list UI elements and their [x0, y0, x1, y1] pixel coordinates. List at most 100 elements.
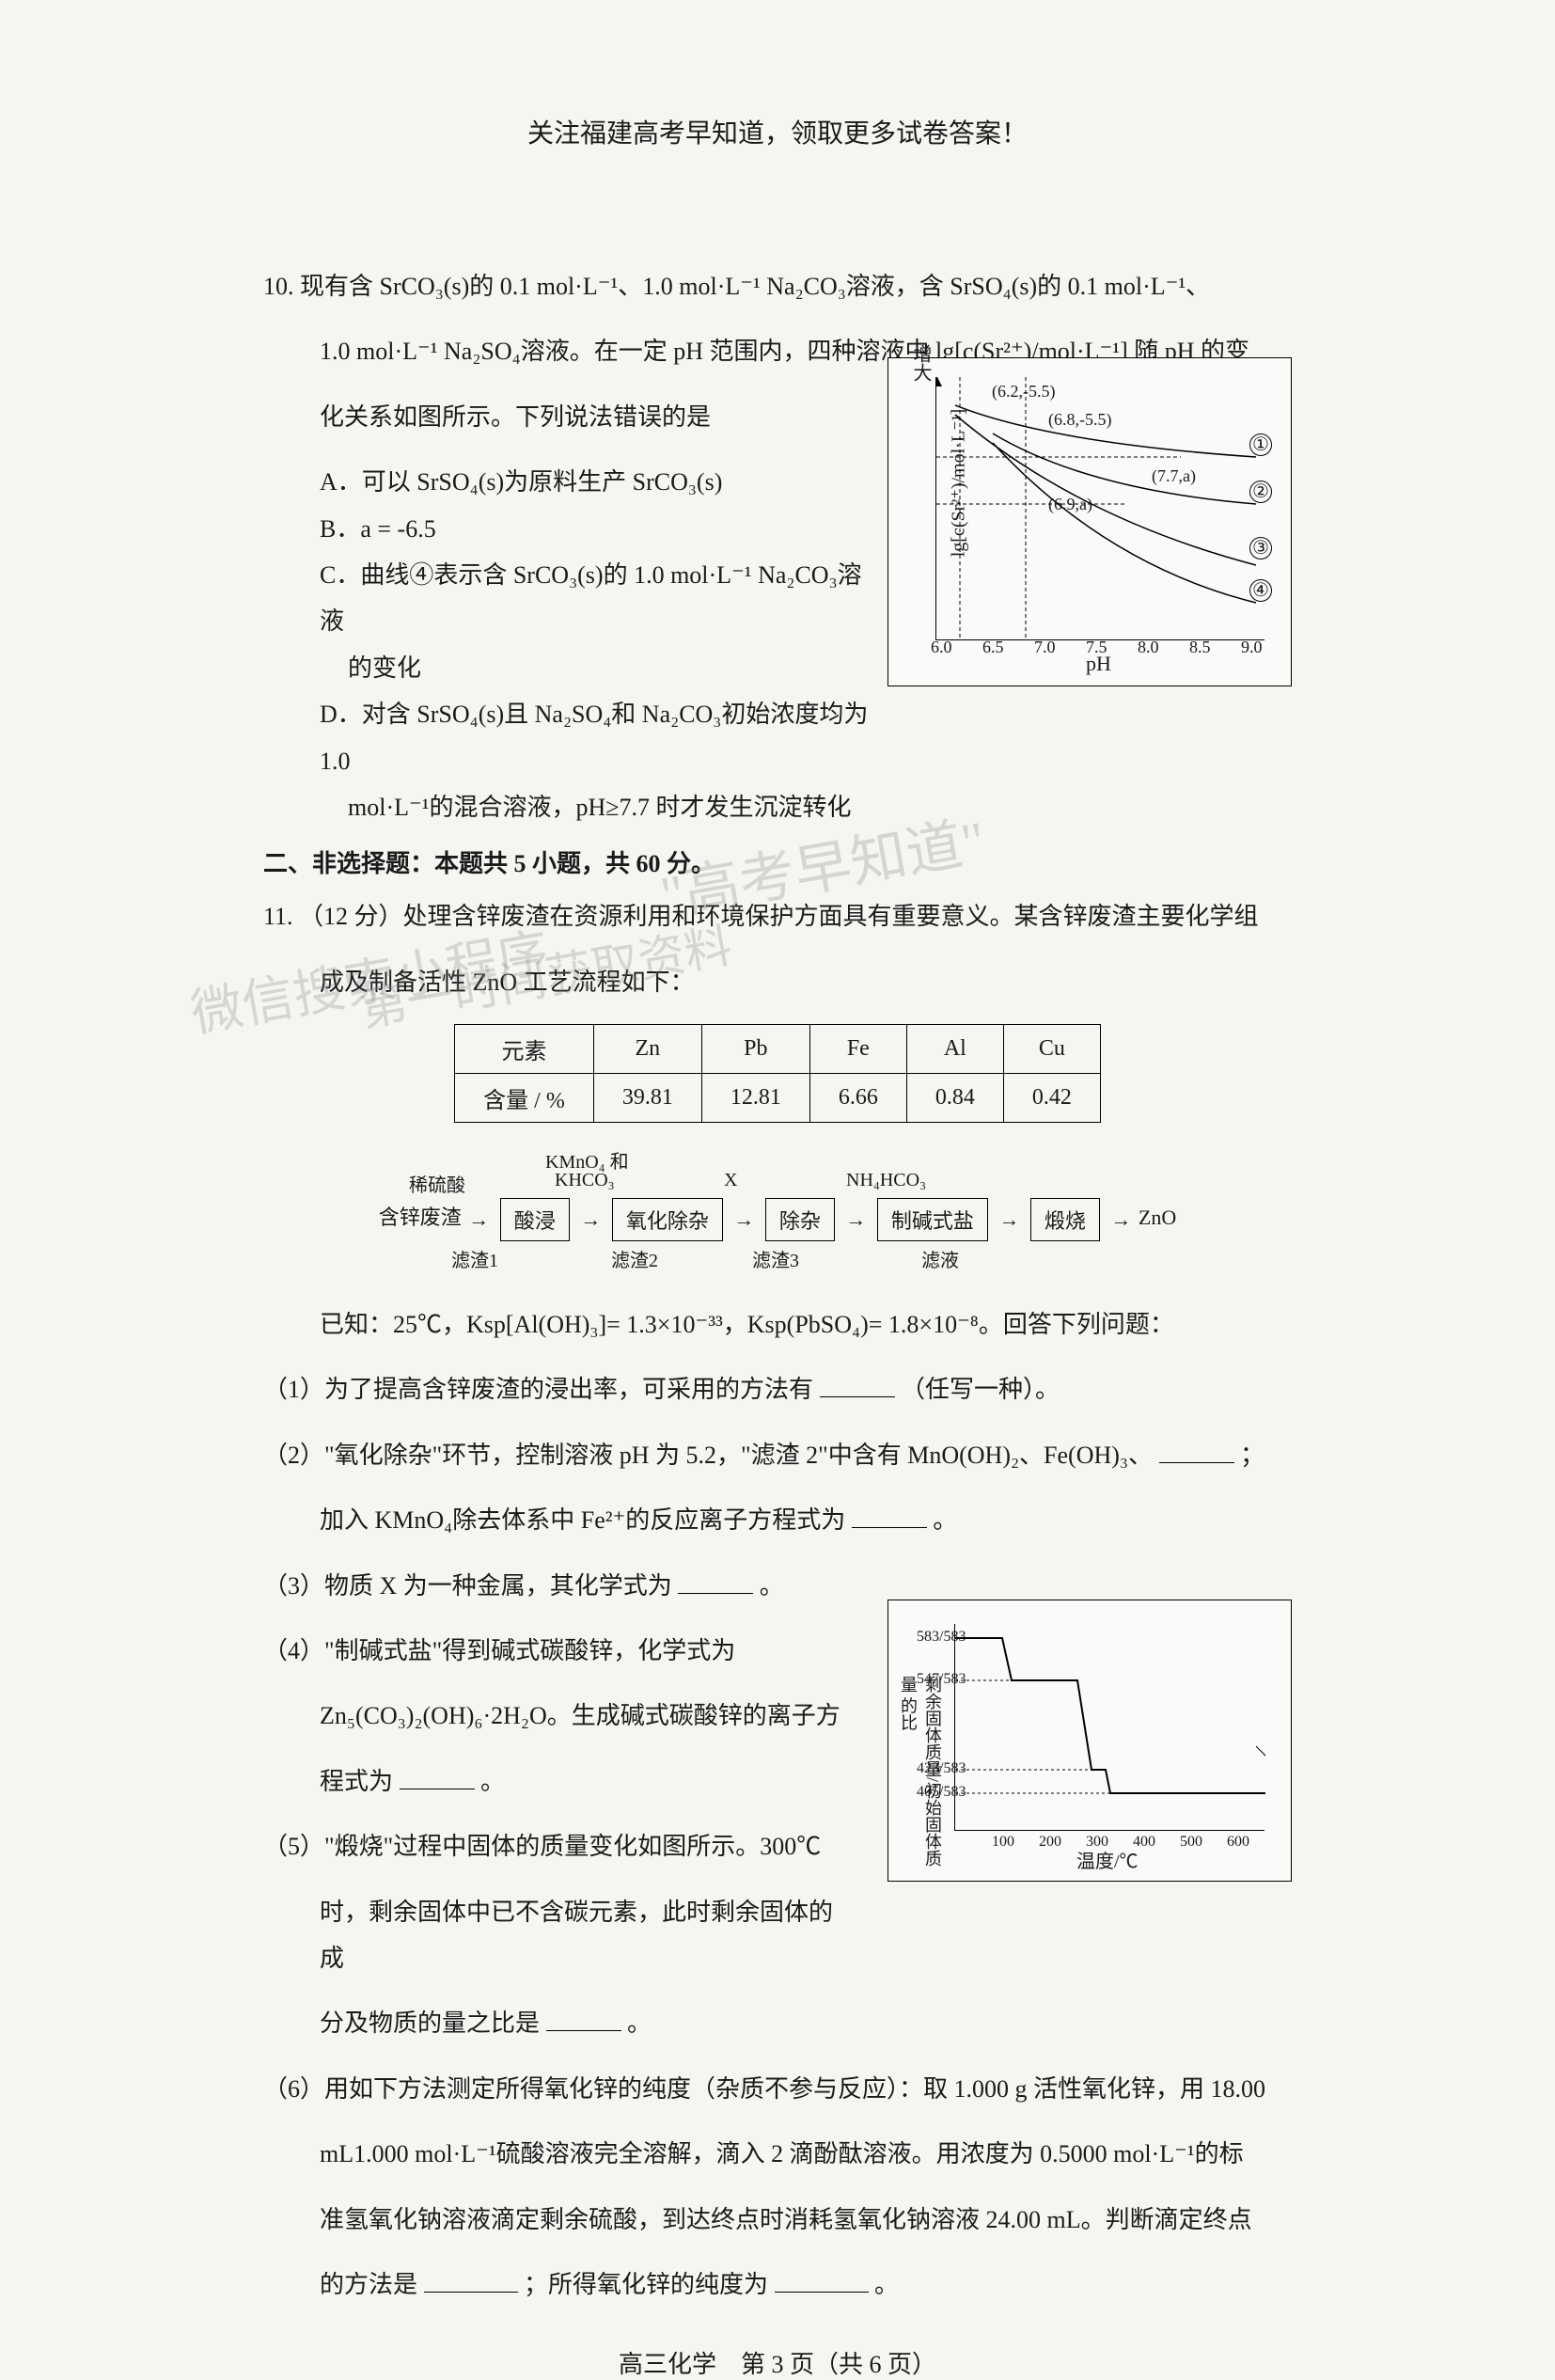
arrow-icon: → — [845, 1207, 866, 1232]
q11-sub2-l1: （2）"氧化除杂"环节，控制溶液 pH 为 5.2，"滤渣 2"中含有 MnO(… — [263, 1432, 1292, 1478]
th-zn: Zn — [593, 1025, 701, 1074]
blank-fill — [820, 1377, 895, 1397]
q10-opt-b: B．a = -6.5 — [320, 506, 874, 552]
arrow-icon: → — [468, 1207, 489, 1232]
chart2-axes — [954, 1624, 1264, 1831]
td-cu: 0.42 — [1003, 1074, 1100, 1123]
q11-sub4-l2: Zn₅(CO₃)₂(OH)₆·2H₂O。生成碱式碳酸锌的离子方 — [263, 1693, 846, 1739]
q11-stem-l2: 成及制备活性 ZnO 工艺流程如下： — [263, 959, 1292, 1005]
q11-sub5-l1: （5）"煅烧"过程中固体的质量变化如图所示。300℃ — [263, 1823, 846, 1869]
q10-xtick0: 6.0 — [931, 638, 952, 657]
q11-sub4-l3: 程式为 。 — [263, 1758, 846, 1805]
table-header-row: 元素 Zn Pb Fe Al Cu — [455, 1025, 1101, 1074]
q11-number: 11. — [263, 903, 293, 930]
q10-stem: 10. 现有含 SrCO₃(s)的 0.1 mol·L⁻¹、1.0 mol·L⁻… — [263, 263, 1292, 309]
flow-output: ZnO — [1139, 1206, 1176, 1229]
chart2-xtick5: 600 — [1227, 1834, 1249, 1851]
flow-step5: 煅烧 — [1030, 1198, 1100, 1241]
blank-fill — [424, 2272, 518, 2293]
q11-sub4-l3-suffix: 。 — [480, 1768, 505, 1795]
q11-sub5-l3: 分及物质的量之比是 。 — [263, 2000, 846, 2046]
arrow-icon: → — [580, 1207, 601, 1232]
q11-sub5-l2: 时，剩余固体中已不含碳元素，此时剩余固体的成 — [263, 1889, 846, 1982]
chart2-ytick2: 423/583 — [917, 1760, 966, 1777]
exam-page: 关注福建高考早知道，领取更多试卷答案！ 10. 现有含 SrCO₃(s)的 0.… — [0, 0, 1555, 2199]
q10-opt-a: A．可以 SrSO₄(s)为原料生产 SrCO₃(s) — [320, 459, 874, 505]
question-11: 11. （12 分）处理含锌废渣在资源利用和环境保护方面具有重要意义。某含锌废渣… — [263, 893, 1292, 2308]
q11-sub4-l3-text: 程式为 — [320, 1768, 393, 1795]
q10-number: 10. — [263, 273, 294, 300]
q11-stem: 11. （12 分）处理含锌废渣在资源利用和环境保护方面具有重要意义。某含锌废渣… — [263, 893, 1292, 939]
q11-sub45-wrap: （4）"制碱式盐"得到碱式碳酸锌，化学式为 Zn₅(CO₃)₂(OH)₆·2H₂… — [263, 1628, 1292, 2047]
q11-sub5-l3-suffix: 。 — [627, 2010, 652, 2037]
q11-sub2-l1-suffix: ； — [1240, 1442, 1264, 1469]
flow-input: 含锌废渣 — [379, 1206, 462, 1229]
q11-sub6-l4: 的方法是 ；所得氧化锌的纯度为 。 — [263, 2262, 1292, 2308]
q10-pt2: (6.8,-5.5) — [1048, 410, 1111, 430]
th-pb: Pb — [701, 1025, 809, 1074]
q11-sub6-l4-text: 的方法是 — [320, 2271, 417, 2298]
section2-header: 二、非选择题：本题共 5 小题，共 60 分。 — [263, 844, 1292, 879]
q10-curve3: ③ — [1249, 537, 1272, 560]
th-al: Al — [906, 1025, 1003, 1074]
q11-stem-l1: （12 分）处理含锌废渣在资源利用和环境保护方面具有重要意义。某含锌废渣主要化学… — [299, 903, 1259, 930]
q10-opt-c-l1: C．曲线④表示含 SrCO₃(s)的 1.0 mol·L⁻¹ Na₂CO₃溶液 — [320, 552, 874, 645]
q10-options: A．可以 SrSO₄(s)为原料生产 SrCO₃(s) B．a = -6.5 C… — [263, 459, 874, 830]
td-label: 含量 / % — [455, 1074, 594, 1123]
arrow-icon: → — [733, 1207, 754, 1232]
q10-opt-d-l2: mol·L⁻¹的混合溶液，pH≥7.7 时才发生沉淀转化 — [348, 784, 874, 830]
chart2-ytick3: 405/583 — [917, 1784, 966, 1801]
flow-step4: 制碱式盐 — [877, 1198, 988, 1241]
q10-stem-l1: 现有含 SrCO₃(s)的 0.1 mol·L⁻¹、1.0 mol·L⁻¹ Na… — [300, 273, 1210, 300]
chart2-ytick1: 547/583 — [917, 1671, 966, 1688]
flow-bot4: 滤液 — [921, 1245, 959, 1272]
arrow-icon: → — [1110, 1207, 1131, 1232]
flow-bot1: 滤渣1 — [451, 1245, 498, 1272]
q11-given: 已知：25℃，Ksp[Al(OH)₃]= 1.3×10⁻³³，Ksp(PbSO₄… — [263, 1301, 1292, 1348]
q10-curve1: ① — [1249, 433, 1272, 456]
q10-curve2: ② — [1249, 481, 1272, 503]
q10-xtick2: 7.0 — [1034, 638, 1056, 657]
q10-opt-c-l2: 的变化 — [348, 645, 874, 691]
q10-pt1: (6.2,-5.5) — [992, 382, 1055, 402]
blank-fill — [546, 2010, 621, 2031]
q11-mass-chart: 剩余固体质量/初始固体质量 的比 583/583 547/583 423/583… — [887, 1600, 1292, 1882]
td-pb: 12.81 — [701, 1074, 809, 1123]
th-elem: 元素 — [455, 1025, 594, 1074]
td-zn: 39.81 — [593, 1074, 701, 1123]
q11-sub4-l1: （4）"制碱式盐"得到碱式碳酸锌，化学式为 — [263, 1628, 846, 1674]
q10-chart-xlabel: pH — [1086, 652, 1111, 676]
th-fe: Fe — [809, 1025, 906, 1074]
q10-xtick4: 8.0 — [1138, 638, 1159, 657]
q10-pt4: (6.9,a) — [1048, 495, 1092, 514]
blank-fill — [1159, 1442, 1234, 1463]
q10-chart-ylabel-top: 增大 — [907, 344, 935, 382]
q10-xtick6: 9.0 — [1241, 638, 1263, 657]
q11-sub6-l1: （6）用如下方法测定所得氧化锌的纯度（杂质不参与反应）：取 1.000 g 活性… — [263, 2066, 1292, 2112]
td-al: 0.84 — [906, 1074, 1003, 1123]
flow-bot2: 滤渣2 — [611, 1245, 658, 1272]
flow-top1: 稀硫酸 — [409, 1170, 465, 1197]
q11-sub6-l4-suffix: 。 — [874, 2271, 899, 2298]
q11-sub6-l3: 准氢氧化钠溶液滴定剩余硫酸，到达终点时消耗氢氧化钠溶液 24.00 mL。判断滴… — [263, 2197, 1292, 2243]
blank-fill — [400, 1769, 475, 1789]
q11-sub5-l3-text: 分及物质的量之比是 — [320, 2010, 540, 2037]
flow-step3: 除杂 — [765, 1198, 835, 1241]
q11-sub2-l1-text: （2）"氧化除杂"环节，控制溶液 pH 为 5.2，"滤渣 2"中含有 MnO(… — [263, 1442, 1153, 1469]
arrow-icon: → — [998, 1207, 1019, 1232]
q11-sub3-text: （3）物质 X 为一种金属，其化学式为 — [263, 1572, 672, 1600]
header-note: 关注福建高考早知道，领取更多试卷答案！ — [263, 113, 1292, 150]
chart2-ytick0: 583/583 — [917, 1629, 966, 1646]
q10-xtick1: 6.5 — [982, 638, 1004, 657]
composition-table: 元素 Zn Pb Fe Al Cu 含量 / % 39.81 12.81 6.6… — [454, 1024, 1101, 1123]
q11-sub6-l2: mL1.000 mol·L⁻¹硫酸溶液完全溶解，滴入 2 滴酚酞溶液。用浓度为 … — [263, 2131, 1292, 2177]
blank-fill — [852, 1507, 927, 1528]
q10-pt3: (7.7,a) — [1152, 466, 1196, 486]
q11-sub1-suffix: （任写一种）。 — [901, 1376, 1060, 1403]
flow-top4: NH₄HCO₃ — [846, 1170, 926, 1191]
chart2-xlabel: 温度/℃ — [1076, 1846, 1139, 1873]
flow-step2: 氧化除杂 — [612, 1198, 723, 1241]
q11-sub1: （1）为了提高含锌废渣的浸出率，可采用的方法有 （任写一种）。 — [263, 1366, 1292, 1412]
blank-fill — [775, 2272, 869, 2293]
q11-sub45-text: （4）"制碱式盐"得到碱式碳酸锌，化学式为 Zn₅(CO₃)₂(OH)₆·2H₂… — [263, 1628, 846, 2047]
